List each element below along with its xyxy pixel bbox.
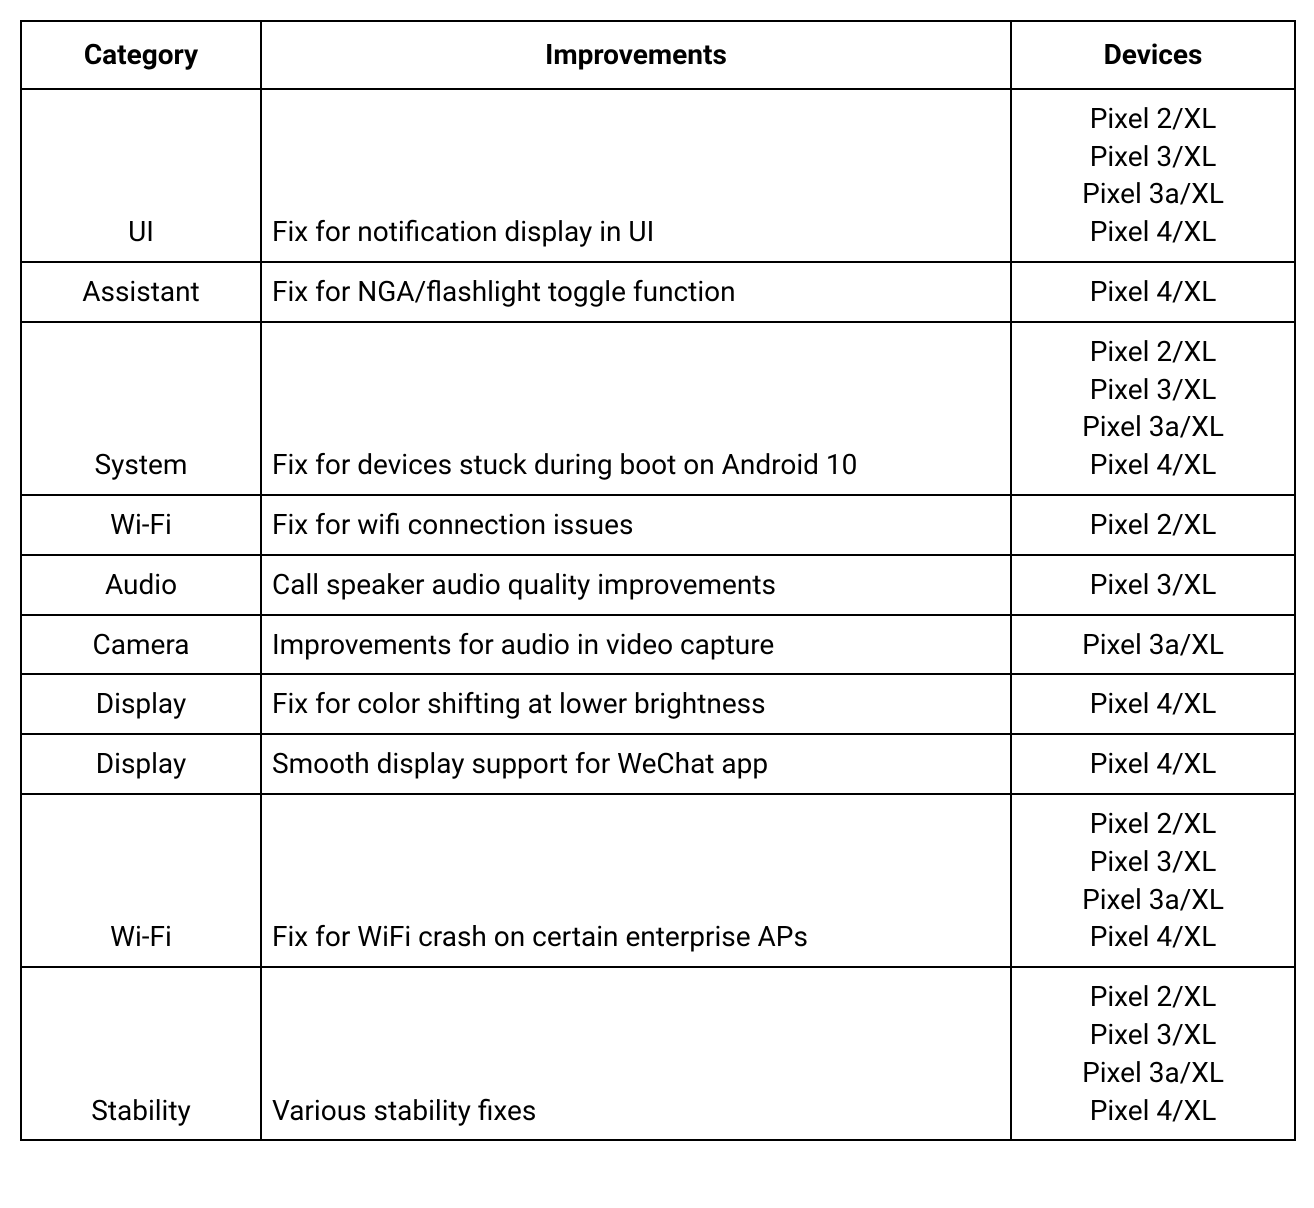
- cell-devices: Pixel 4/XL: [1011, 674, 1295, 734]
- device-line: Pixel 3a/XL: [1022, 626, 1284, 664]
- device-line: Pixel 3/XL: [1022, 843, 1284, 881]
- cell-category: Display: [21, 734, 261, 794]
- device-line: Pixel 2/XL: [1022, 805, 1284, 843]
- cell-category: Camera: [21, 615, 261, 675]
- cell-devices: Pixel 3a/XL: [1011, 615, 1295, 675]
- header-devices: Devices: [1011, 21, 1295, 89]
- device-line: Pixel 2/XL: [1022, 100, 1284, 138]
- table-row: DisplayFix for color shifting at lower b…: [21, 674, 1295, 734]
- device-line: Pixel 3a/XL: [1022, 175, 1284, 213]
- cell-devices: Pixel 2/XLPixel 3/XLPixel 3a/XLPixel 4/X…: [1011, 322, 1295, 495]
- table-row: StabilityVarious stability fixesPixel 2/…: [21, 967, 1295, 1140]
- cell-devices: Pixel 3/XL: [1011, 555, 1295, 615]
- cell-improvement: Fix for color shifting at lower brightne…: [261, 674, 1011, 734]
- updates-table: Category Improvements Devices UIFix for …: [20, 20, 1296, 1141]
- device-line: Pixel 3/XL: [1022, 138, 1284, 176]
- cell-devices: Pixel 2/XL: [1011, 495, 1295, 555]
- table-row: AudioCall speaker audio quality improvem…: [21, 555, 1295, 615]
- cell-category: Display: [21, 674, 261, 734]
- table-row: Wi-FiFix for wifi connection issues Pixel…: [21, 495, 1295, 555]
- table-body: UIFix for notification display in UIPixe…: [21, 89, 1295, 1141]
- cell-devices: Pixel 2/XLPixel 3/XLPixel 3a/XLPixel 4/X…: [1011, 967, 1295, 1140]
- cell-improvement: Improvements for audio in video capture: [261, 615, 1011, 675]
- cell-improvement: Smooth display support for WeChat app: [261, 734, 1011, 794]
- device-line: Pixel 4/XL: [1022, 685, 1284, 723]
- table-row: SystemFix for devices stuck during boot …: [21, 322, 1295, 495]
- cell-category: UI: [21, 89, 261, 262]
- cell-improvement: Fix for devices stuck during boot on And…: [261, 322, 1011, 495]
- device-line: Pixel 2/XL: [1022, 506, 1284, 544]
- device-line: Pixel 4/XL: [1022, 1092, 1284, 1130]
- cell-devices: Pixel 2/XLPixel 3/XLPixel 3a/XLPixel 4/X…: [1011, 794, 1295, 967]
- device-line: Pixel 4/XL: [1022, 918, 1284, 956]
- device-line: Pixel 3/XL: [1022, 566, 1284, 604]
- device-line: Pixel 2/XL: [1022, 978, 1284, 1016]
- table-row: AssistantFix for NGA/flashlight toggle f…: [21, 262, 1295, 322]
- table-row: Wi-FiFix for WiFi crash on certain enter…: [21, 794, 1295, 967]
- table-row: CameraImprovements for audio in video ca…: [21, 615, 1295, 675]
- header-improvements: Improvements: [261, 21, 1011, 89]
- device-line: Pixel 3/XL: [1022, 371, 1284, 409]
- device-line: Pixel 4/XL: [1022, 273, 1284, 311]
- cell-category: System: [21, 322, 261, 495]
- cell-improvement: Fix for notification display in UI: [261, 89, 1011, 262]
- cell-improvement: Fix for wifi connection issues: [261, 495, 1011, 555]
- device-line: Pixel 3a/XL: [1022, 408, 1284, 446]
- device-line: Pixel 3/XL: [1022, 1016, 1284, 1054]
- table-row: UIFix for notification display in UIPixe…: [21, 89, 1295, 262]
- device-line: Pixel 3a/XL: [1022, 1054, 1284, 1092]
- header-category: Category: [21, 21, 261, 89]
- cell-category: Audio: [21, 555, 261, 615]
- cell-category: Stability: [21, 967, 261, 1140]
- table-header: Category Improvements Devices: [21, 21, 1295, 89]
- cell-devices: Pixel 4/XL: [1011, 262, 1295, 322]
- cell-improvement: Fix for NGA/flashlight toggle function: [261, 262, 1011, 322]
- device-line: Pixel 4/XL: [1022, 745, 1284, 783]
- cell-category: Wi-Fi: [21, 495, 261, 555]
- cell-devices: Pixel 2/XLPixel 3/XLPixel 3a/XLPixel 4/X…: [1011, 89, 1295, 262]
- device-line: Pixel 2/XL: [1022, 333, 1284, 371]
- table-row: DisplaySmooth display support for WeChat…: [21, 734, 1295, 794]
- cell-category: Wi-Fi: [21, 794, 261, 967]
- cell-improvement: Call speaker audio quality improvements: [261, 555, 1011, 615]
- device-line: Pixel 4/XL: [1022, 213, 1284, 251]
- cell-category: Assistant: [21, 262, 261, 322]
- cell-devices: Pixel 4/XL: [1011, 734, 1295, 794]
- device-line: Pixel 3a/XL: [1022, 881, 1284, 919]
- cell-improvement: Fix for WiFi crash on certain enterprise…: [261, 794, 1011, 967]
- device-line: Pixel 4/XL: [1022, 446, 1284, 484]
- cell-improvement: Various stability fixes: [261, 967, 1011, 1140]
